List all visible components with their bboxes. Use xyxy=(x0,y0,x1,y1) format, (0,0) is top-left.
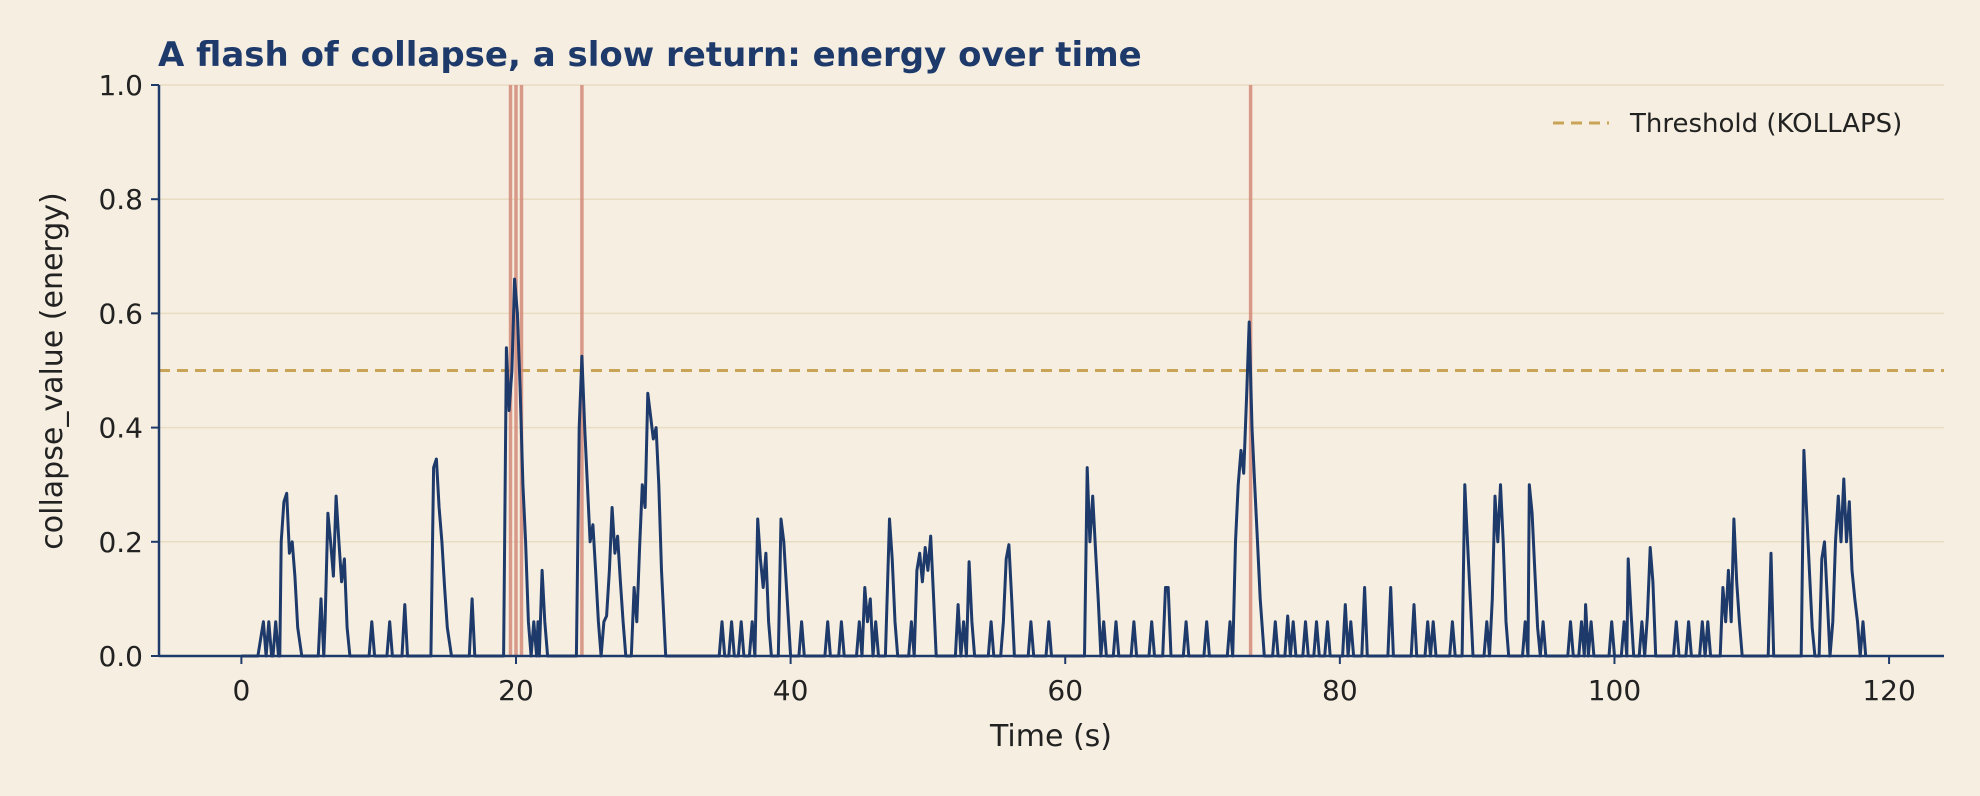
y-tick-label-4: 0.8 xyxy=(98,183,143,216)
legend-threshold-label: Threshold (KOLLAPS) xyxy=(1629,109,1902,139)
axes xyxy=(157,85,1944,658)
y-tick-label-3: 0.6 xyxy=(98,297,143,330)
y-tick-label-1: 0.2 xyxy=(98,526,143,559)
y-tick-label-2: 0.4 xyxy=(98,412,143,445)
x-axis-label: Time (s) xyxy=(989,719,1112,754)
x-tick-label-6: 120 xyxy=(1862,674,1915,707)
y-tick-label-5: 1.0 xyxy=(98,69,143,102)
chart-title: A flash of collapse, a slow return: ener… xyxy=(158,35,1142,75)
ticks: 0 20 40 60 80 100 120 0.0 0.2 0.4 0.6 0.8 1.0 xyxy=(98,69,1915,707)
grid-lines xyxy=(159,84,1944,543)
x-tick-label-2: 40 xyxy=(773,674,809,707)
x-tick-label-3: 60 xyxy=(1047,674,1083,707)
y-axis-label: collapse_value (energy) xyxy=(35,192,70,549)
x-tick-label-1: 20 xyxy=(498,674,534,707)
y-tick-label-0: 0.0 xyxy=(98,640,143,673)
x-tick-label-4: 80 xyxy=(1322,674,1358,707)
legend: Threshold (KOLLAPS) xyxy=(1553,109,1902,139)
x-tick-label-5: 100 xyxy=(1588,674,1641,707)
x-tick-label-0: 0 xyxy=(232,674,250,707)
